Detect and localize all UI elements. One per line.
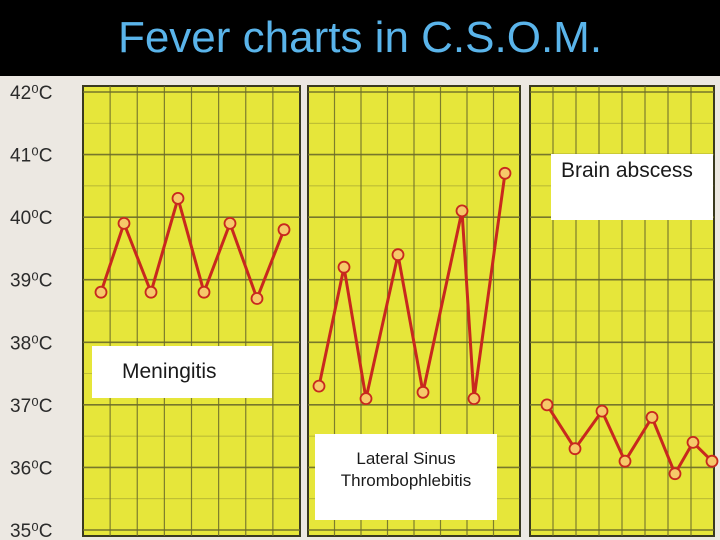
data-point xyxy=(618,454,632,468)
data-point xyxy=(668,467,682,481)
lateral-sinus-label: Lateral Sinus Thrombophlebitis xyxy=(315,434,497,520)
data-point xyxy=(391,248,405,262)
data-point xyxy=(540,398,554,412)
data-point xyxy=(337,260,351,274)
brain-abscess-label: Brain abscess xyxy=(551,154,713,220)
y-tick-label: 36⁰C xyxy=(10,458,52,479)
data-point xyxy=(467,392,481,406)
data-point xyxy=(455,204,469,218)
meningitis-label: Meningitis xyxy=(92,346,272,398)
series-line-1 xyxy=(99,192,286,303)
data-point xyxy=(595,404,609,418)
y-tick-label: 42⁰C xyxy=(10,83,52,104)
page-title: Fever charts in C.S.O.M. xyxy=(117,13,603,62)
data-point xyxy=(223,216,237,230)
data-point xyxy=(250,292,264,305)
series-line-2 xyxy=(317,173,507,399)
data-point xyxy=(197,285,211,299)
y-tick-label: 35⁰C xyxy=(10,521,52,540)
data-point xyxy=(94,285,108,299)
data-point xyxy=(705,454,719,468)
data-point xyxy=(416,385,430,399)
y-tick-label: 41⁰C xyxy=(10,146,52,167)
data-point xyxy=(312,379,326,393)
chart-area: 42⁰C 41⁰C 40⁰C 39⁰C 38⁰C 37⁰C 36⁰C 35⁰C Brain a… xyxy=(0,76,720,540)
data-point xyxy=(686,435,700,449)
data-point xyxy=(645,410,659,424)
y-tick-label: 38⁰C xyxy=(10,333,52,354)
data-point xyxy=(171,192,185,205)
data-point xyxy=(359,392,373,406)
data-point xyxy=(568,442,582,456)
data-point xyxy=(117,216,131,230)
y-tick-label: 37⁰C xyxy=(10,396,52,417)
y-tick-label: 40⁰C xyxy=(10,208,52,229)
data-point xyxy=(498,166,512,180)
data-point xyxy=(144,285,158,299)
data-point xyxy=(277,223,291,237)
y-tick-label: 39⁰C xyxy=(10,271,52,292)
